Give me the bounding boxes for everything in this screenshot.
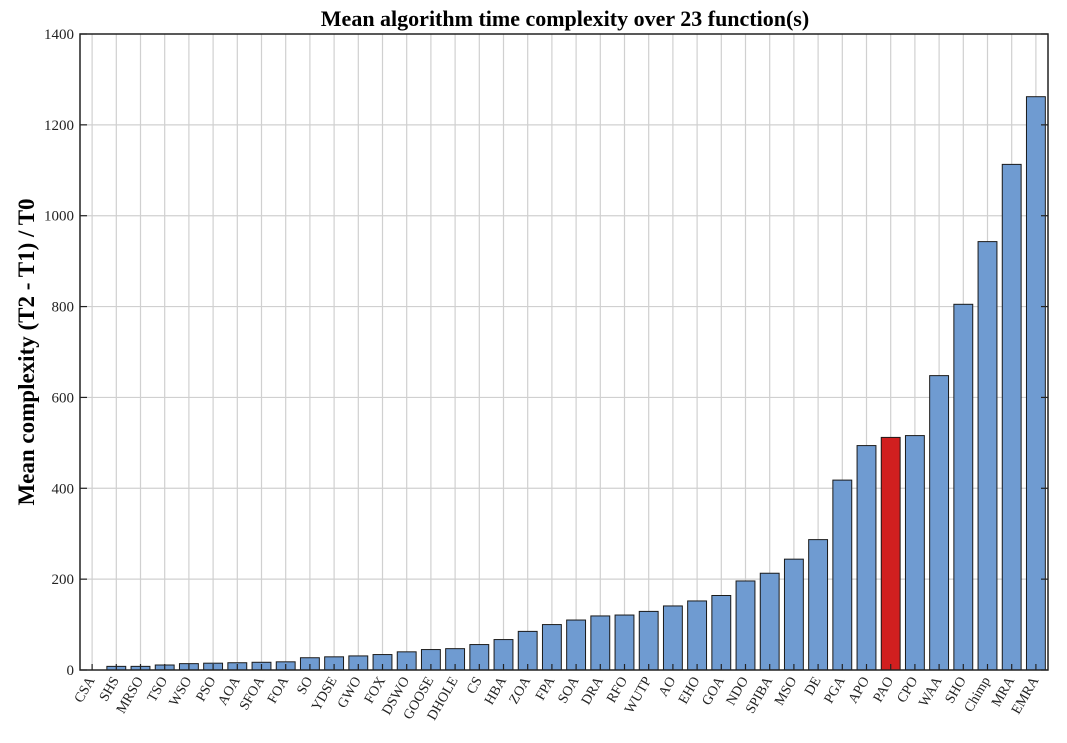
plot-frame [79,33,1049,671]
x-tick-label: GWO [335,675,365,711]
x-tick-label: PGA [822,674,849,707]
y-tick-label: 200 [52,572,75,588]
bar-mso [783,558,804,671]
x-tick-label: PAO [871,675,897,706]
bar-rfo [614,614,635,671]
bar-ao [662,605,683,671]
y-tick-label: 1000 [44,209,74,225]
x-tick-label: CS [464,675,486,697]
bar-sho [953,303,974,671]
x-tick-label: APO [846,675,873,707]
x-tick-label: AO [656,675,679,700]
bar-emra [1025,96,1046,671]
x-tick-label: MSO [772,675,800,709]
chart-title: Mean algorithm time complexity over 23 f… [321,6,809,31]
x-tick-label: ZOA [507,674,535,707]
bar-pga [832,479,853,671]
x-tick-label: WAA [917,674,946,710]
x-tick-label: DRA [579,674,607,708]
grid-lines [80,34,1048,670]
bar-ndo [735,580,756,671]
x-tick-label: GOA [700,674,729,709]
x-tick-label: EHO [676,675,703,707]
x-tick-label: YDSE [309,675,340,714]
bar-waa [929,375,950,671]
bar-apo [856,445,877,671]
x-tick-label: SOA [556,674,583,707]
x-tick-label: SFOA [237,674,268,713]
bar-wutp [638,610,659,671]
y-tick-label: 1200 [44,118,74,134]
bar-fpa [541,624,562,671]
bar-goa [711,594,732,671]
y-tick-label: 800 [52,300,75,316]
y-tick-label: 600 [52,390,75,406]
bar-mra [1001,163,1022,671]
bar-chimp [977,241,998,671]
bar-de [808,539,829,671]
bar-cpo [904,435,925,671]
x-tick-label: FOA [265,674,292,707]
y-axis-label: Mean complexity (T2 - T1) / T0 [14,198,39,505]
y-tick-label: 1400 [44,27,74,43]
x-tick-label: HBA [482,674,510,708]
bar-soa [566,619,587,671]
bar-eho [687,600,708,671]
y-tick-label: 0 [67,663,75,679]
bars [106,96,1046,671]
x-tick-label: WSO [167,675,196,709]
y-tick-label: 400 [52,481,75,497]
bar-spiba [759,572,780,671]
x-tick-label: SO [294,675,316,698]
bar-pao [880,436,901,671]
bar-dra [590,615,611,671]
x-tick-label: CSA [72,674,99,706]
x-tick-label: DE [802,675,824,699]
